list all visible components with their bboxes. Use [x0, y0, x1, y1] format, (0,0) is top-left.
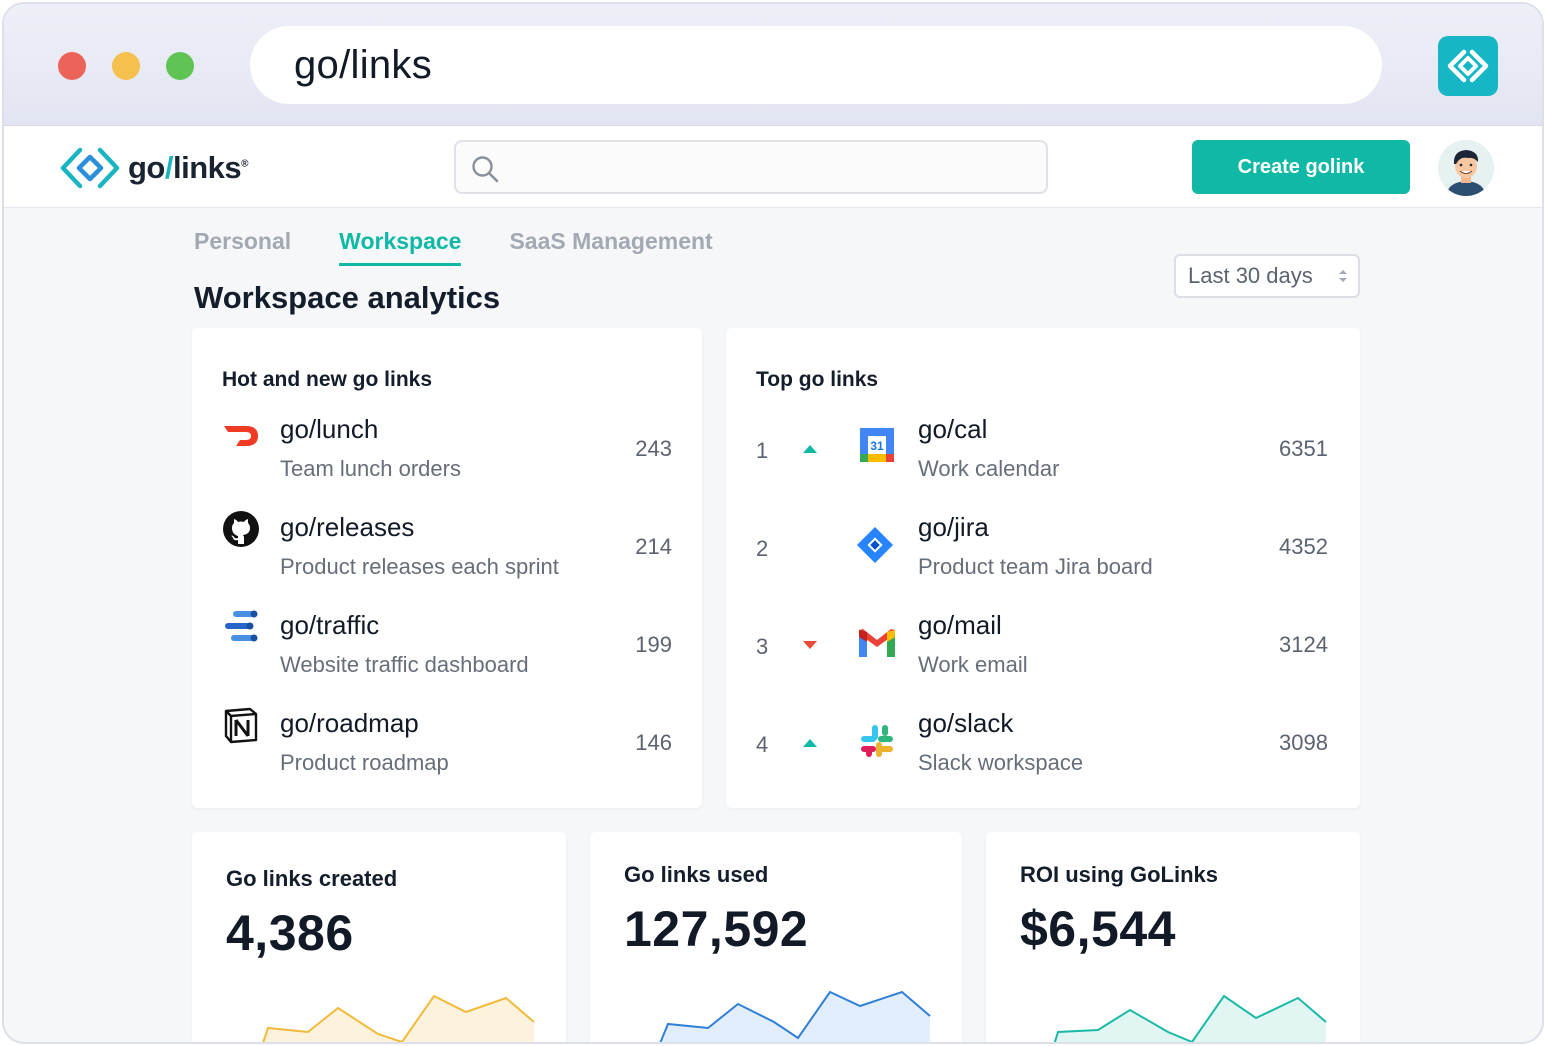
- link-description: Website traffic dashboard: [280, 652, 529, 677]
- stat-label: Go links created: [226, 866, 398, 891]
- maximize-window-button[interactable]: [166, 52, 194, 80]
- select-arrows-icon: [1339, 270, 1347, 282]
- logo-wordmark: go/links®: [128, 150, 249, 186]
- click-count: 6351: [1279, 436, 1328, 461]
- link-description: Product team Jira board: [918, 554, 1153, 579]
- google-calendar-icon: 31: [858, 426, 896, 464]
- link-name: go/mail: [918, 610, 1002, 640]
- list-item[interactable]: go/roadmap Product roadmap 146: [192, 704, 702, 784]
- stat-value: 4,386: [226, 905, 354, 961]
- search-input[interactable]: [454, 140, 1048, 194]
- page-title: Workspace analytics: [194, 280, 501, 315]
- analytics-icon: [222, 608, 260, 646]
- link-name: go/slack: [918, 708, 1014, 738]
- link-description: Slack workspace: [918, 750, 1084, 775]
- rank-number: 1: [756, 438, 769, 463]
- date-range-select[interactable]: Last 30 days: [1174, 254, 1360, 298]
- hot-links-card: Hot and new go links go/lunch Team lunch…: [192, 328, 702, 808]
- address-bar[interactable]: go/links: [250, 26, 1382, 104]
- logo-links: links: [173, 150, 242, 185]
- click-count: 199: [635, 632, 672, 657]
- notion-icon: [222, 706, 260, 744]
- list-item[interactable]: 3 go/mail Work email 3124: [726, 606, 1360, 686]
- sparkline-used: [659, 990, 931, 1042]
- click-count: 243: [635, 436, 672, 461]
- click-count: 3124: [1279, 632, 1328, 657]
- top-links-title: Top go links: [756, 368, 879, 391]
- link-description: Product releases each sprint: [280, 554, 559, 579]
- stat-card-roi: ROI using GoLinks $6,544: [986, 832, 1360, 1042]
- link-name: go/lunch: [280, 414, 379, 444]
- golinks-extension-button[interactable]: [1438, 36, 1498, 96]
- logo-slash: /: [164, 150, 174, 185]
- hot-links-title: Hot and new go links: [222, 368, 433, 391]
- golinks-logo-icon: [60, 147, 120, 189]
- tab-bar: Personal Workspace SaaS Management: [194, 228, 761, 266]
- link-description: Work email: [918, 652, 1028, 677]
- jira-icon: [856, 526, 894, 564]
- search-icon: [472, 156, 499, 183]
- trend-up-icon: [803, 445, 817, 453]
- stat-value: $6,544: [1020, 901, 1176, 957]
- click-count: 146: [635, 730, 672, 755]
- link-name: go/jira: [918, 512, 989, 542]
- link-description: Team lunch orders: [280, 456, 461, 481]
- link-name: go/traffic: [280, 610, 380, 640]
- avatar[interactable]: [1438, 140, 1494, 196]
- top-links-card: Top go links 1 31 go/cal Work calendar: [726, 328, 1360, 808]
- list-item[interactable]: go/lunch Team lunch orders 243: [192, 410, 702, 490]
- doordash-icon: [222, 416, 260, 454]
- link-name: go/releases: [280, 512, 415, 542]
- stat-label: Go links used: [624, 862, 769, 887]
- stat-label: ROI using GoLinks: [1020, 862, 1219, 887]
- link-name: go/cal: [918, 414, 988, 444]
- stat-card-links-created: Go links created 4,386: [192, 832, 566, 1042]
- sparkline-roi: [1053, 994, 1327, 1042]
- user-avatar-icon: [1438, 140, 1494, 196]
- slack-icon: [858, 722, 896, 760]
- golinks-logo-icon: [1447, 49, 1489, 83]
- close-window-button[interactable]: [58, 52, 86, 80]
- trend-down-icon: [803, 641, 817, 649]
- stat-card-links-used: Go links used 127,592: [590, 832, 962, 1042]
- minimize-window-button[interactable]: [112, 52, 140, 80]
- stat-value: 127,592: [624, 901, 809, 957]
- golinks-logo[interactable]: go/links®: [58, 144, 249, 192]
- list-item[interactable]: 2 go/jira Product team Jira board 4352: [726, 508, 1360, 588]
- github-icon: [222, 510, 260, 548]
- date-range-value: Last 30 days: [1188, 263, 1313, 288]
- rank-number: 3: [756, 634, 769, 659]
- logo-go: go: [128, 150, 165, 185]
- logo-registered-mark: ®: [241, 158, 249, 170]
- link-name: go/roadmap: [280, 708, 419, 738]
- app-header: go/links® Create golink: [4, 126, 1542, 208]
- tab-workspace[interactable]: Workspace: [339, 228, 462, 266]
- create-golink-button[interactable]: Create golink: [1192, 140, 1410, 194]
- tab-personal[interactable]: Personal: [194, 228, 292, 254]
- tab-saas-management[interactable]: SaaS Management: [509, 228, 713, 254]
- sparkline-created: [262, 994, 535, 1042]
- click-count: 4352: [1279, 534, 1328, 559]
- rank-number: 2: [756, 536, 769, 561]
- list-item[interactable]: go/traffic Website traffic dashboard 199: [192, 606, 702, 686]
- link-description: Work calendar: [918, 456, 1060, 481]
- svg-text:31: 31: [870, 439, 884, 453]
- link-description: Product roadmap: [280, 750, 449, 775]
- rank-number: 4: [756, 732, 769, 757]
- list-item[interactable]: 1 31 go/cal Work calendar 6351: [726, 410, 1360, 490]
- click-count: 214: [635, 534, 672, 559]
- browser-chrome: go/links: [4, 4, 1542, 126]
- trend-up-icon: [803, 739, 817, 747]
- click-count: 3098: [1279, 730, 1328, 755]
- list-item[interactable]: go/releases Product releases each sprint…: [192, 508, 702, 588]
- gmail-icon: [858, 624, 896, 662]
- list-item[interactable]: 4 go/slack Slack workspace 3098: [726, 704, 1360, 784]
